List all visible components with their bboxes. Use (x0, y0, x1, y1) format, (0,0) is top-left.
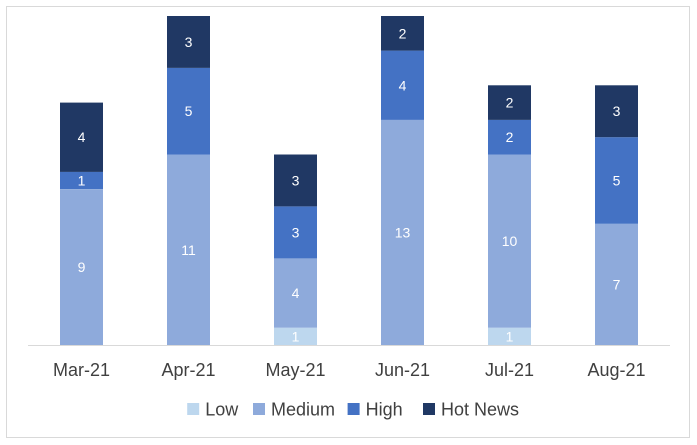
x-tick-label: Apr-21 (161, 360, 215, 380)
data-label: 7 (613, 276, 621, 292)
bar-hot-news-may-21 (274, 154, 317, 207)
bar-high-may-21 (274, 206, 317, 259)
data-label: 5 (185, 103, 193, 119)
x-tick-label: Aug-21 (587, 360, 645, 380)
data-label: 9 (78, 259, 86, 275)
bar-high-aug-21 (595, 137, 638, 224)
legend-swatch-high (347, 403, 360, 415)
x-tick-label: Jul-21 (485, 360, 534, 380)
x-tick-label: Jun-21 (375, 360, 430, 380)
bar-low-jul-21 (488, 327, 531, 345)
data-label: 10 (502, 233, 518, 249)
bar-medium-jun-21 (381, 119, 424, 346)
data-label: 3 (292, 173, 300, 189)
data-label: 11 (181, 242, 196, 258)
data-label: 3 (613, 103, 621, 119)
bar-medium-may-21 (274, 258, 317, 328)
legend-swatch-medium (253, 403, 265, 415)
data-label: 2 (399, 25, 407, 41)
data-label: 4 (292, 285, 300, 301)
bar-hot-news-apr-21 (167, 16, 210, 68)
data-label: 2 (506, 95, 514, 111)
legend-swatch-hot-news (423, 403, 435, 415)
bar-high-jun-21 (381, 50, 424, 120)
data-label: 5 (613, 173, 621, 189)
data-label: 1 (292, 328, 300, 344)
data-label: 1 (78, 173, 86, 189)
legend-label-hot-news: Hot News (441, 400, 519, 420)
bar-high-jul-21 (488, 119, 531, 155)
legend-label-low: Low (205, 400, 239, 420)
bar-medium-apr-21 (167, 154, 210, 345)
data-label: 3 (292, 224, 300, 240)
data-label: 1 (506, 328, 514, 344)
bar-medium-aug-21 (595, 223, 638, 345)
bar-low-may-21 (274, 327, 317, 345)
data-label: 2 (506, 129, 514, 145)
data-label: 4 (78, 129, 86, 145)
legend-label-high: High (366, 400, 403, 420)
data-label: 4 (399, 77, 407, 93)
data-label: 13 (395, 224, 411, 240)
legend-swatch-low (187, 403, 200, 415)
chart-frame (6, 6, 690, 438)
bar-hot-news-aug-21 (595, 85, 638, 138)
bar-medium-mar-21 (60, 189, 103, 345)
bar-high-mar-21 (60, 171, 103, 190)
bar-high-apr-21 (167, 67, 210, 155)
bar-hot-news-jul-21 (488, 85, 531, 120)
x-tick-label: Mar-21 (53, 360, 110, 380)
bar-hot-news-jun-21 (381, 16, 424, 51)
bar-hot-news-mar-21 (60, 102, 103, 172)
data-label: 3 (185, 34, 193, 50)
bar-medium-jul-21 (488, 154, 531, 328)
legend-label-medium: Medium (271, 400, 335, 420)
x-tick-label: May-21 (265, 360, 325, 380)
